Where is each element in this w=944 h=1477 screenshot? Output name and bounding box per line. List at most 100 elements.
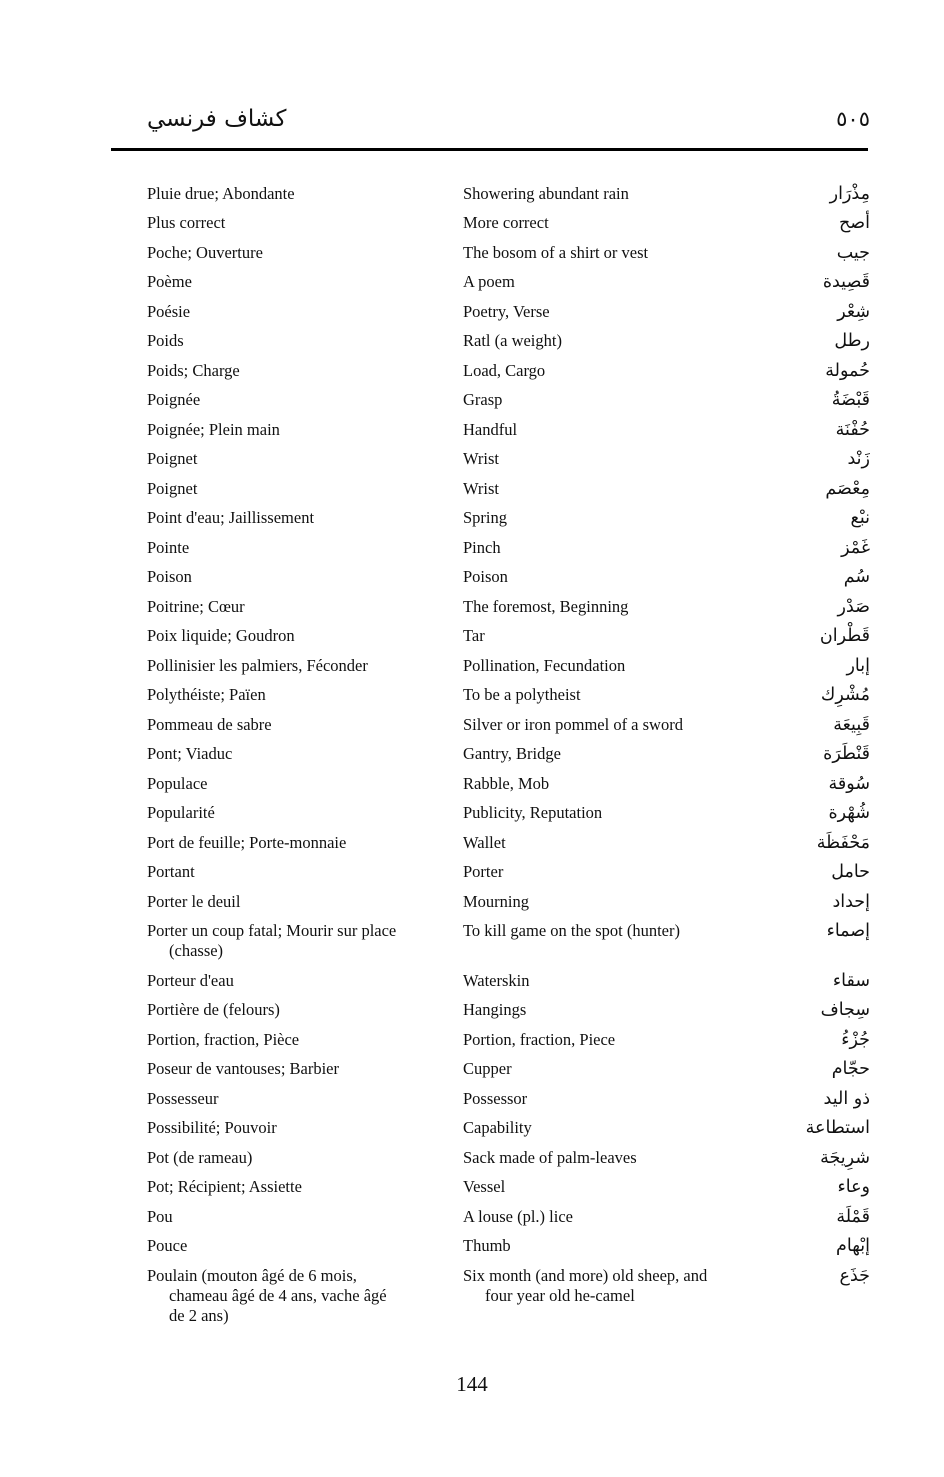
french-term: Pollinisier les palmiers, Féconder [147,655,368,675]
dictionary-entry: Possesseur Possessor ذو اليد [147,1089,870,1109]
arabic-word: مِذْرَار [829,183,870,204]
dictionary-entry: Populace Rabble, Mob سُوقة [147,774,870,794]
english-translation: The bosom of a shirt or vest [463,242,649,262]
english-translation: Wallet [463,832,506,852]
french-term: Poème [147,272,192,291]
english-translation: Poison [463,567,508,586]
french-term: Poignée; Plein main [147,419,280,439]
french-term: Pot; Récipient; Assiette [147,1177,302,1196]
french-term: Pot (de rameau) [147,1147,253,1167]
french-term: Portant [147,862,195,881]
dictionary-entry: Poignet Wrist مِعْصَم [147,479,870,499]
arabic-word: وعاء [837,1177,870,1197]
entries-list: Pluie drue; Abondante Showering abundant… [147,184,870,1326]
french-term: Pointe [147,537,190,557]
french-term: Porter le deuil [147,891,241,911]
english-translation: Sack made of palm-leaves [463,1147,637,1167]
dictionary-entry: Pot (de rameau) Sack made of palm-leaves… [147,1148,870,1168]
arabic-word: حامل [831,862,870,882]
header-page-number-arabic: ٥٠٥ [836,107,870,131]
french-term: Populace [147,773,208,793]
arabic-word: جَذَع [839,1265,870,1286]
english-translation: Grasp [463,390,503,409]
arabic-word: ذو اليد [823,1088,870,1109]
french-term: Poids [147,331,184,350]
english-translation: Handful [463,419,518,439]
dictionary-entry: Pont; Viaduc Gantry, Bridge قَنْطَرَة [147,744,870,764]
arabic-word: غَمْز [841,537,870,558]
dictionary-entry: Pommeau de sabre Silver or iron pommel o… [147,715,870,735]
english-translation: A louse (pl.) lice [463,1206,573,1226]
french-term: Poignet [147,478,198,498]
french-term: Pluie drue; Abondante [147,183,295,203]
header-title-arabic: كشاف فرنسي [147,106,287,132]
english-translation: Hangings [463,1000,527,1019]
arabic-word: رطل [834,331,870,351]
dictionary-entry: Porter le deuil Mourning إحداد [147,892,870,912]
french-term: Pont; Viaduc [147,744,233,763]
arabic-word: سقاء [832,970,870,991]
english-translation: Ratl (a weight) [463,331,562,350]
english-translation: Pollination, Fecundation [463,655,626,675]
french-term: Poignée [147,390,201,409]
dictionary-entry: Pou A louse (pl.) lice قَمْلَة [147,1207,870,1227]
english-translation: Six month (and more) old sheep, and four… [463,1265,708,1305]
dictionary-entry: Point d'eau; Jaillissement Spring نبْع [147,508,870,528]
english-translation: Wrist [463,478,499,498]
english-translation: Load, Cargo [463,360,546,380]
french-term: Poison [147,567,192,586]
dictionary-entry: Pouce Thumb إبْهام [147,1236,870,1256]
french-term: Plus correct [147,213,226,232]
dictionary-entry: Pointe Pinch غَمْز [147,538,870,558]
english-translation: Spring [463,508,508,527]
english-translation: Possessor [463,1088,528,1108]
arabic-word: شُهْرة [828,803,870,823]
english-translation: Poetry, Verse [463,301,550,321]
french-term: Pouce [147,1236,188,1255]
dictionary-entry: Poids; Charge Load, Cargo حُمولة [147,361,870,381]
dictionary-entry: Poulain (mouton âgé de 6 mois, chameau â… [147,1266,870,1326]
footer-page-number: 144 [456,1372,488,1396]
dictionary-entry: Portant Porter حامل [147,862,870,882]
english-translation: Porter [463,862,504,881]
english-translation: To kill game on the spot (hunter) [463,921,680,940]
french-term: Poignet [147,449,198,468]
french-term: Poseur de vantouses; Barbier [147,1059,339,1078]
english-translation: Rabble, Mob [463,773,550,793]
french-term: Porter un coup fatal; Mourir sur place (… [147,921,397,960]
arabic-word: سِجاف [820,1000,870,1020]
arabic-word: قَمْلَة [836,1206,870,1227]
arabic-word: حُمولة [825,360,870,381]
french-term: Porteur d'eau [147,970,234,990]
french-term: Point d'eau; Jaillissement [147,508,315,527]
dictionary-entry: Poids Ratl (a weight) رطل [147,331,870,351]
arabic-word: قَبِيعَة [833,714,870,735]
dictionary-entry: Possibilité; Pouvoir Capability استطاعة [147,1118,870,1138]
arabic-word: سُوقة [828,773,870,794]
arabic-word: مُشْرِك [820,685,870,705]
page-header: كشاف فرنسي ٥٠٥ [147,0,870,132]
french-term: Possesseur [147,1088,219,1108]
dictionary-entry: Poche; Ouverture The bosom of a shirt or… [147,243,870,263]
arabic-word: استطاعة [805,1118,870,1138]
french-term: Poulain (mouton âgé de 6 mois, chameau â… [147,1265,387,1325]
dictionary-entry: Portion, fraction, Pièce Portion, fracti… [147,1030,870,1050]
dictionary-entry: Poseur de vantouses; Barbier Cupper حجّا… [147,1059,870,1079]
english-translation: Wrist [463,449,499,468]
french-term: Poix liquide; Goudron [147,626,295,645]
dictionary-entry: Pot; Récipient; Assiette Vessel وعاء [147,1177,870,1197]
dictionary-entry: Port de feuille; Porte-monnaie Wallet مَ… [147,833,870,853]
dictionary-entry: Poésie Poetry, Verse شِعْر [147,302,870,322]
french-term: Possibilité; Pouvoir [147,1118,277,1137]
arabic-word: سُم [843,567,870,587]
arabic-word: جُزْءُ [841,1029,870,1050]
arabic-word: شرِيجَة [820,1147,870,1168]
dictionary-entry: Poix liquide; Goudron Tar قَطْران [147,626,870,646]
dictionary-entry: Poison Poison سُم [147,567,870,587]
french-term: Polythéiste; Païen [147,685,266,704]
arabic-word: إحداد [832,891,870,912]
english-translation: Silver or iron pommel of a sword [463,714,683,734]
french-term: Poids; Charge [147,360,240,380]
english-translation: Cupper [463,1059,512,1078]
